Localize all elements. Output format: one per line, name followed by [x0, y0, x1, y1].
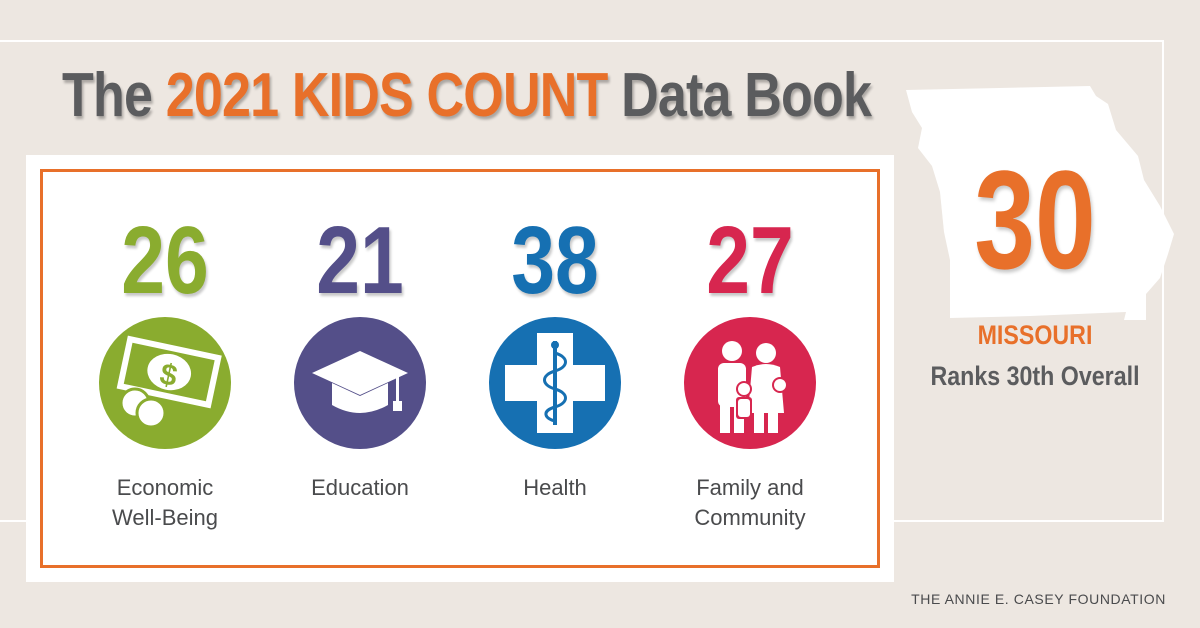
money-icon: $	[99, 317, 231, 449]
domain-health: 38 Health	[455, 155, 655, 582]
domain-label-text: Education	[311, 475, 409, 500]
domain-rank: 26	[121, 207, 209, 314]
title-suffix: Data Book	[621, 61, 872, 130]
graduation-cap-icon	[294, 317, 426, 449]
domain-label-text: Family and Community	[694, 475, 806, 530]
family-icon	[684, 317, 816, 449]
domain-label: Health	[455, 473, 655, 503]
domain-label-text: Economic Well-Being	[112, 475, 218, 530]
domain-family-and-community: 27 Family and Community	[650, 155, 850, 582]
domain-rank: 27	[706, 207, 794, 314]
missouri-map-icon	[906, 86, 1174, 320]
domain-rankings-card: 26 $ Economic Well-Being 21	[26, 155, 894, 582]
foundation-credit: THE ANNIE E. CASEY FOUNDATION	[911, 591, 1166, 607]
overall-rank: 30	[974, 141, 1096, 298]
domain-label: Family and Community	[650, 473, 850, 533]
card-border	[40, 169, 880, 568]
title-prefix: The	[62, 61, 153, 130]
medical-cross-icon	[489, 317, 621, 449]
state-rank-subtitle: Ranks 30th Overall	[930, 361, 1140, 391]
page-title: The 2021 KIDS COUNT Data Book	[62, 60, 872, 131]
title-highlight: 2021 KIDS COUNT	[165, 61, 609, 130]
domain-label: Economic Well-Being	[65, 473, 265, 533]
domain-education: 21 Education	[260, 155, 460, 582]
domain-economic-well-being: 26 $ Economic Well-Being	[65, 155, 265, 582]
domain-rank: 21	[316, 207, 404, 314]
state-name: MISSOURI	[977, 320, 1093, 350]
domain-label-text: Health	[523, 475, 587, 500]
svg-text:$: $	[157, 358, 180, 394]
domain-rank: 38	[511, 207, 599, 314]
domain-label: Education	[260, 473, 460, 503]
